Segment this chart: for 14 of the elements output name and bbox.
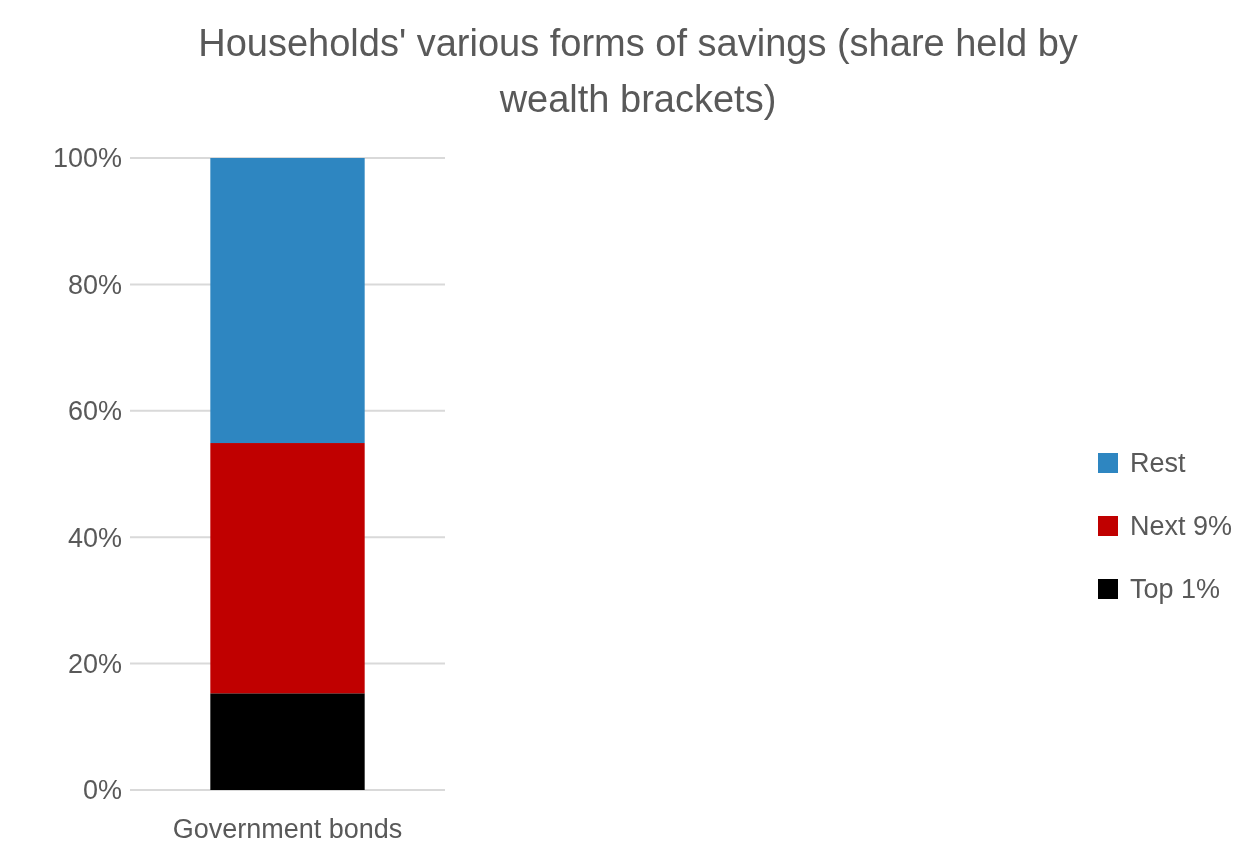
x-tick-label: Government bonds — [172, 814, 403, 844]
y-tick-label: 100% — [52, 143, 122, 174]
y-tick-label: 0% — [82, 775, 122, 806]
y-tick-label: 40% — [67, 522, 122, 553]
y-tick-label: 60% — [67, 396, 122, 427]
y-tick-label: 80% — [67, 269, 122, 300]
legend-label: Next 9% — [1130, 511, 1233, 542]
legend-label: Top 1% — [1130, 574, 1221, 605]
bar — [210, 158, 365, 444]
bar — [210, 693, 365, 790]
y-tick-label: 20% — [67, 649, 122, 680]
bar — [210, 443, 365, 694]
text: Households' various forms of savings (share held by wealth brackets) — [198, 22, 1078, 120]
legend-label: Rest — [1130, 448, 1187, 479]
